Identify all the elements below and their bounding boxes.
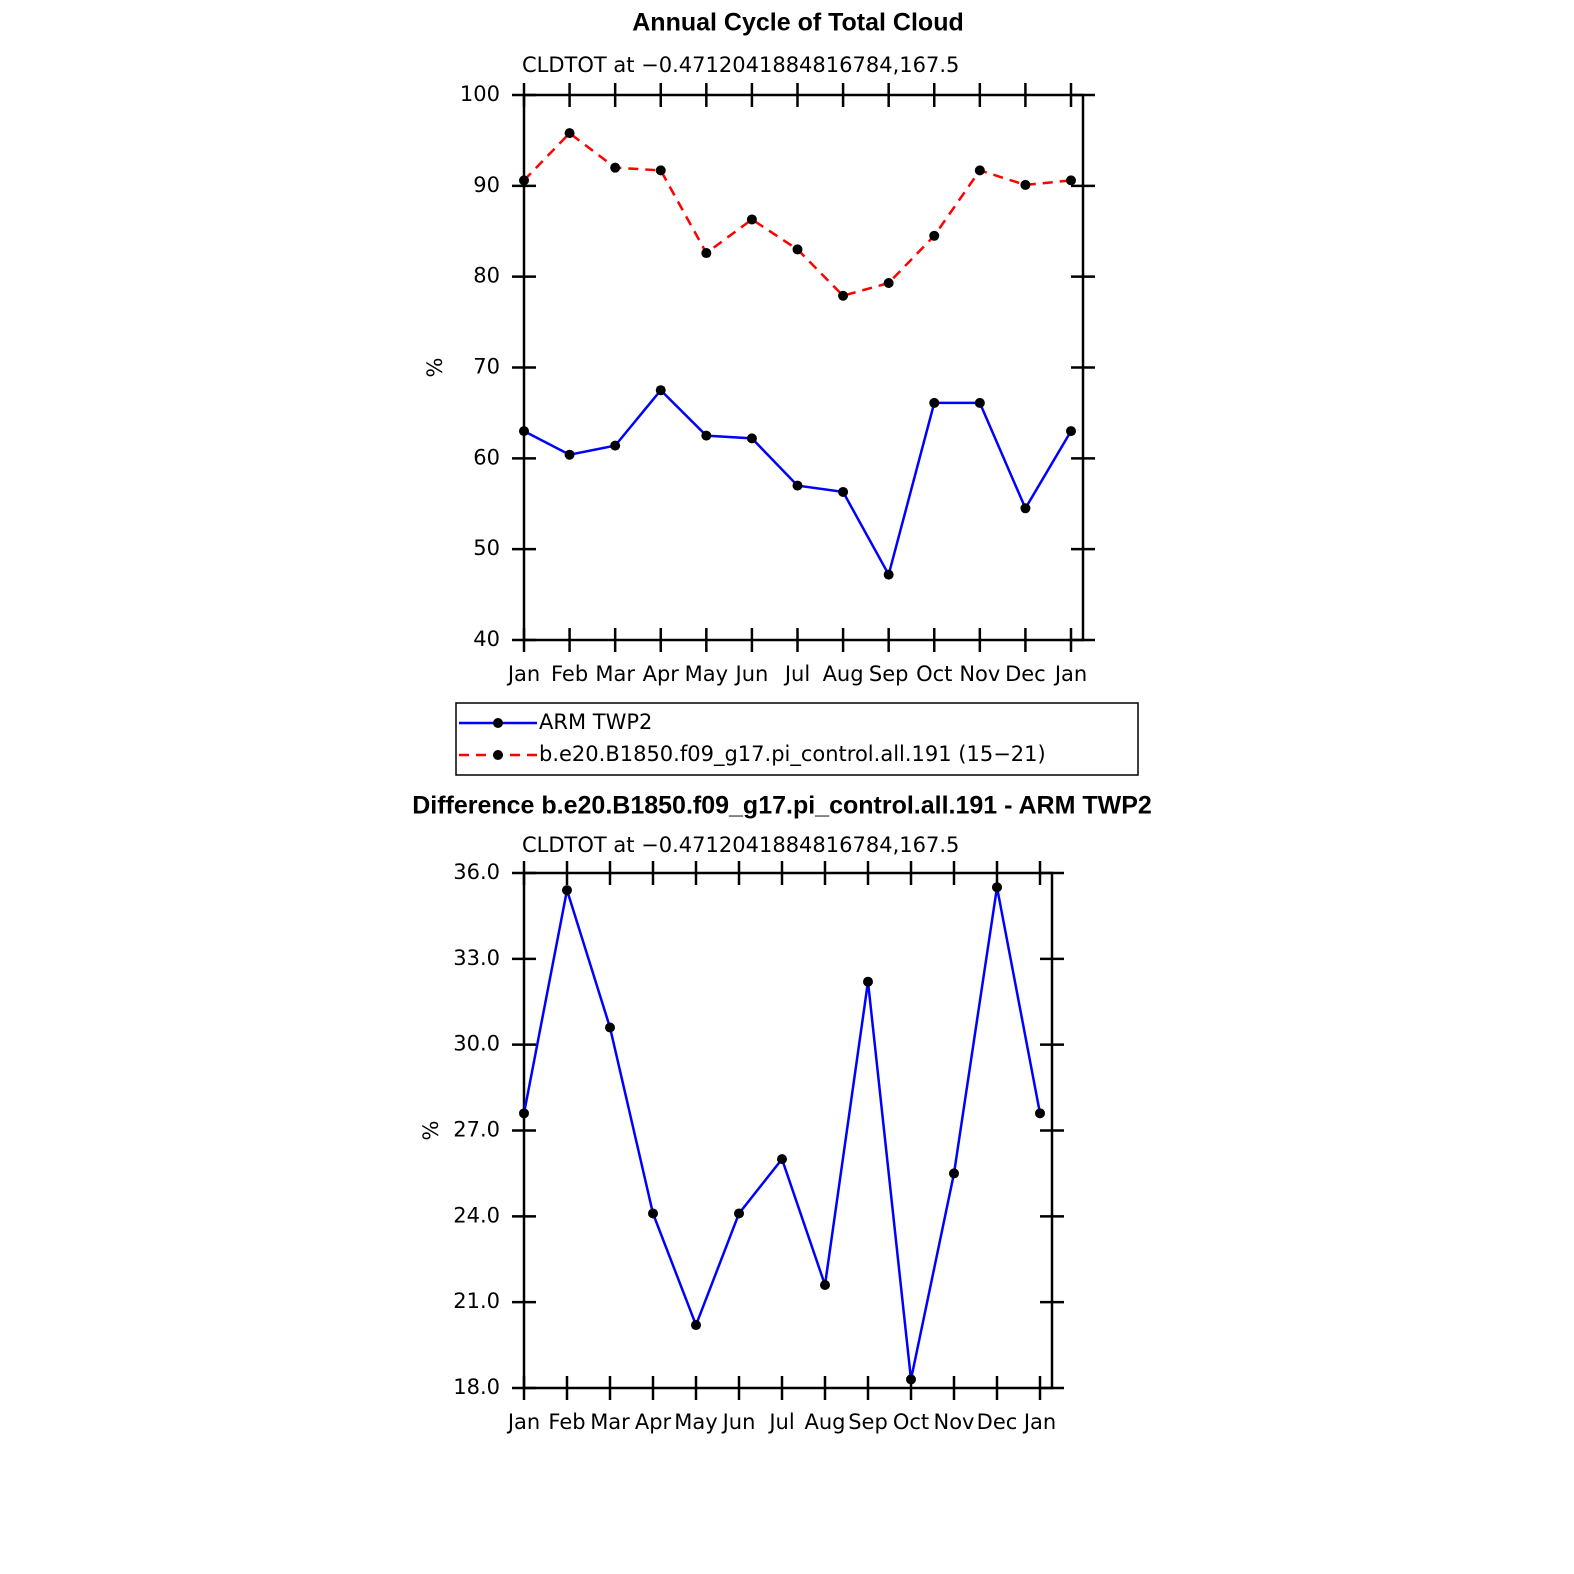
x-tick-label: Feb xyxy=(551,662,588,686)
y-tick-label: 40 xyxy=(473,627,500,651)
x-tick-label: Mar xyxy=(590,1410,630,1434)
legend-marker xyxy=(493,718,503,728)
data-point xyxy=(734,1208,744,1219)
y-tick-label: 80 xyxy=(473,264,500,288)
legend-label: ARM TWP2 xyxy=(539,710,652,734)
y-axis-label: % xyxy=(423,358,447,378)
x-tick-label: Nov xyxy=(959,662,1000,686)
x-tick-label: Jan xyxy=(506,662,540,686)
x-tick-label: Apr xyxy=(643,662,680,686)
data-point xyxy=(519,175,529,186)
data-point xyxy=(838,486,849,497)
data-point xyxy=(519,426,529,437)
x-tick-label: Aug xyxy=(804,1410,845,1434)
data-point xyxy=(562,885,572,896)
x-tick-label: Mar xyxy=(595,662,635,686)
data-point xyxy=(648,1208,658,1219)
data-point xyxy=(929,230,940,241)
x-tick-label: Oct xyxy=(893,1410,929,1434)
data-point xyxy=(564,449,575,460)
data-point xyxy=(701,430,712,441)
y-tick-label: 70 xyxy=(473,355,500,379)
legend-label: b.e20.B1850.f09_g17.pi_control.all.191 (… xyxy=(539,742,1046,767)
data-point xyxy=(610,440,621,451)
data-point xyxy=(1020,503,1031,514)
data-point xyxy=(1066,175,1076,186)
y-tick-label: 24.0 xyxy=(453,1203,500,1227)
data-point xyxy=(655,385,666,396)
x-tick-label: May xyxy=(674,1410,717,1434)
data-point xyxy=(883,569,894,580)
data-point xyxy=(610,162,621,173)
y-tick-label: 90 xyxy=(473,173,500,197)
data-point xyxy=(746,214,757,225)
y-tick-label: 60 xyxy=(473,445,500,469)
plot-frame xyxy=(522,871,1054,1390)
y-tick-label: 100 xyxy=(460,82,500,106)
x-tick-label: Jul xyxy=(783,662,810,686)
data-point xyxy=(655,165,666,176)
y-tick-label: 27.0 xyxy=(453,1118,500,1142)
data-point xyxy=(792,480,803,491)
legend-box xyxy=(455,702,1139,776)
x-tick-label: Feb xyxy=(548,1410,585,1434)
data-point xyxy=(820,1280,830,1290)
data-point xyxy=(992,882,1002,893)
data-point xyxy=(883,278,894,289)
chart-subtitle: CLDTOT at −0.4712041884816784,167.5 xyxy=(522,53,959,77)
data-point xyxy=(1035,1108,1045,1119)
chart-title: Annual Cycle of Total Cloud xyxy=(632,9,963,37)
y-tick-label: 50 xyxy=(473,536,500,560)
x-tick-label: Apr xyxy=(635,1410,672,1434)
x-tick-label: Jan xyxy=(506,1410,540,1434)
data-point xyxy=(838,290,849,301)
x-tick-label: Jan xyxy=(1022,1410,1056,1434)
x-tick-label: Jun xyxy=(721,1410,756,1434)
y-tick-label: 36.0 xyxy=(453,860,500,884)
series-line xyxy=(522,887,1042,1380)
data-point xyxy=(863,976,873,987)
x-tick-label: Oct xyxy=(916,662,952,686)
x-tick-label: Jan xyxy=(1053,662,1087,686)
series-line xyxy=(523,131,1072,298)
data-point xyxy=(974,165,985,176)
data-point xyxy=(564,128,575,139)
y-tick-label: 18.0 xyxy=(453,1375,500,1399)
x-tick-label: Jul xyxy=(767,1410,794,1434)
data-point xyxy=(746,433,757,444)
legend-marker xyxy=(493,750,503,760)
data-point xyxy=(792,244,803,255)
data-point xyxy=(691,1320,701,1331)
x-tick-label: Jun xyxy=(734,662,769,686)
data-point xyxy=(949,1168,959,1179)
y-tick-label: 33.0 xyxy=(453,946,500,970)
chart-title: Difference b.e20.B1850.f09_g17.pi_contro… xyxy=(412,792,1152,820)
y-tick-label: 30.0 xyxy=(453,1032,500,1056)
x-tick-label: Aug xyxy=(823,662,864,686)
x-tick-label: Dec xyxy=(977,1410,1018,1434)
x-tick-label: Sep xyxy=(869,662,909,686)
data-point xyxy=(777,1154,787,1165)
x-tick-label: Dec xyxy=(1005,662,1046,686)
data-point xyxy=(906,1374,916,1385)
data-point xyxy=(1020,179,1031,190)
chart-subtitle: CLDTOT at −0.4712041884816784,167.5 xyxy=(522,833,959,857)
x-tick-label: May xyxy=(685,662,728,686)
y-tick-label: 21.0 xyxy=(453,1289,500,1313)
data-point xyxy=(701,248,712,259)
data-point xyxy=(929,397,940,408)
data-point xyxy=(974,397,985,408)
data-point xyxy=(1066,426,1076,437)
y-axis-label: % xyxy=(419,1121,443,1141)
data-point xyxy=(519,1108,529,1119)
x-tick-label: Nov xyxy=(934,1410,975,1434)
x-tick-label: Sep xyxy=(848,1410,888,1434)
data-point xyxy=(605,1022,615,1033)
